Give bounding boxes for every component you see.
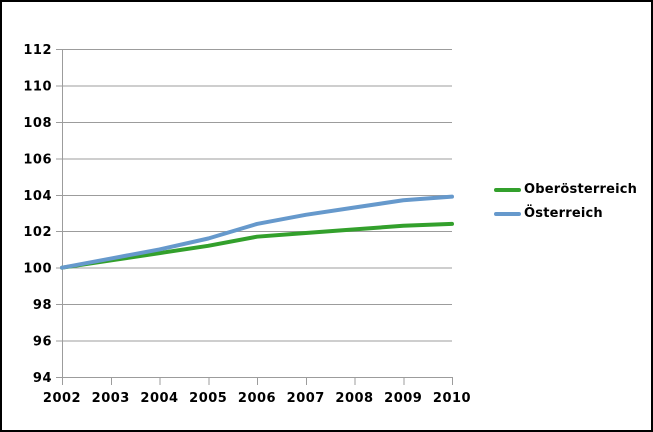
legend-label: Österreich	[524, 206, 603, 221]
x-tick-label: 2007	[287, 391, 325, 406]
x-tick-label: 2002	[43, 391, 81, 406]
legend: Oberösterreich Österreich	[494, 182, 637, 221]
legend-item-oesterreich: Österreich	[494, 206, 637, 221]
x-tick-label: 2003	[92, 391, 130, 406]
y-tick-label: 112	[23, 43, 52, 58]
series-line-oberösterreich	[60, 221, 454, 270]
legend-label: Oberösterreich	[524, 182, 638, 197]
legend-item-oberoesterreich: Oberösterreich	[494, 182, 637, 197]
x-tick-label: 2005	[189, 391, 227, 406]
x-tick-label: 2008	[335, 391, 373, 406]
x-tick-label: 2010	[433, 391, 471, 406]
y-tick-label: 94	[33, 371, 52, 386]
y-tick-label: 110	[23, 79, 52, 94]
series-line-österreich	[60, 194, 454, 270]
y-tick-label: 108	[23, 116, 52, 131]
x-tick-label: 2004	[140, 391, 178, 406]
x-tick-label: 2006	[238, 391, 276, 406]
x-tick-label: 2009	[384, 391, 422, 406]
y-tick-label: 100	[23, 262, 52, 277]
y-tick-label: 106	[23, 152, 52, 167]
y-tick-label: 98	[33, 298, 52, 313]
y-tick-label: 104	[23, 189, 52, 204]
legend-swatch-green-line	[494, 187, 521, 192]
y-tick-label: 96	[33, 335, 52, 350]
y-tick-label: 102	[23, 225, 52, 240]
legend-swatch-blue-line	[494, 211, 521, 216]
